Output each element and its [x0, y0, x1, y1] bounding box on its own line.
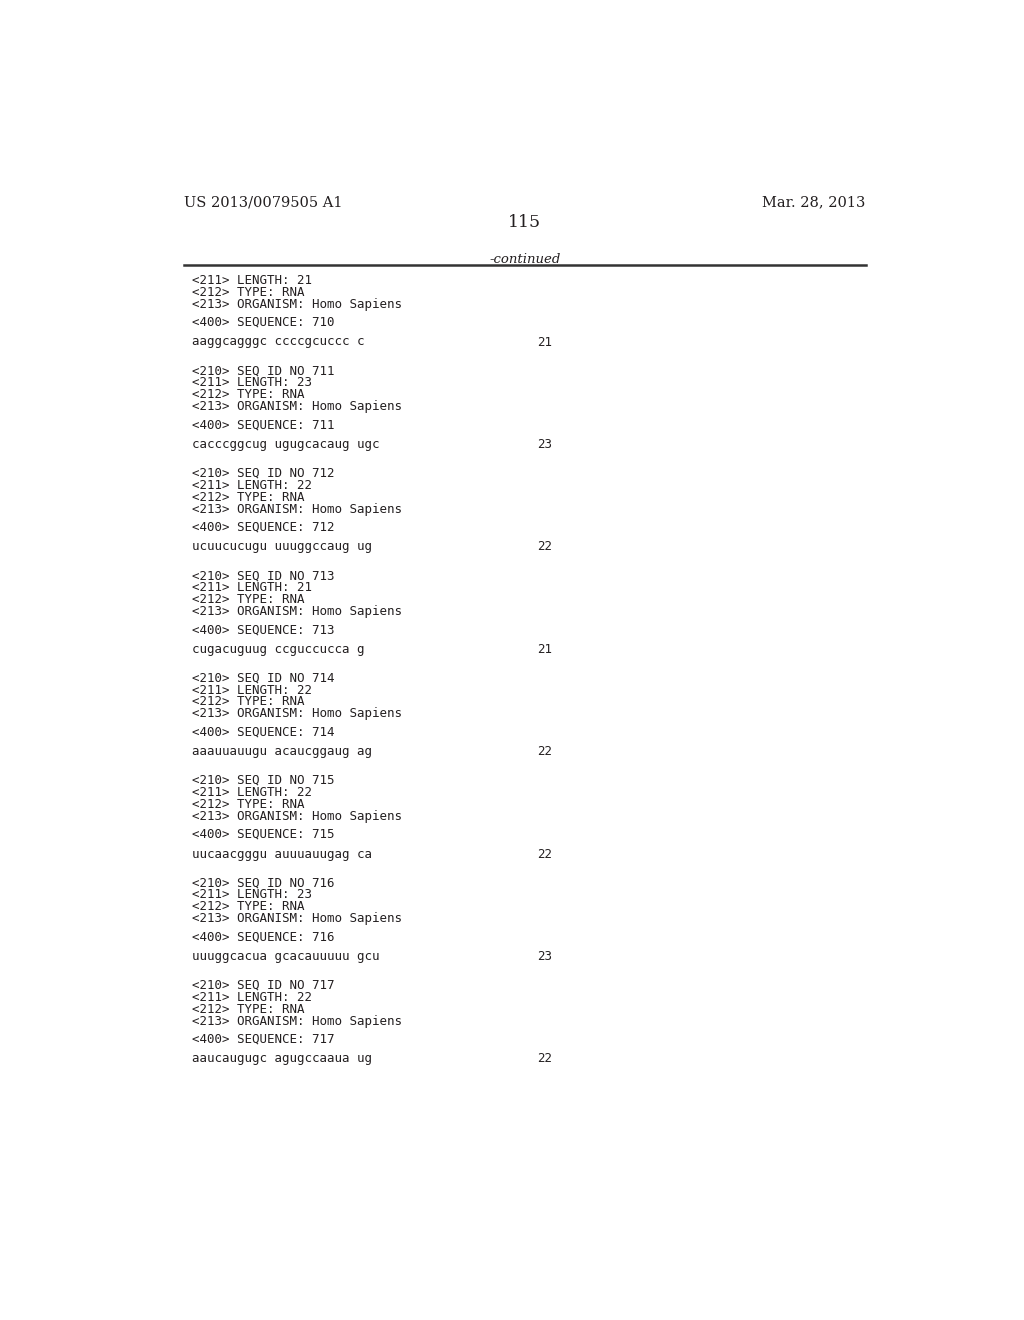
Text: <210> SEQ ID NO 715: <210> SEQ ID NO 715: [191, 774, 334, 787]
Text: <213> ORGANISM: Homo Sapiens: <213> ORGANISM: Homo Sapiens: [191, 708, 401, 721]
Text: cugacuguug ccguccucca g: cugacuguug ccguccucca g: [191, 643, 365, 656]
Text: aaggcagggc ccccgcuccc c: aaggcagggc ccccgcuccc c: [191, 335, 365, 348]
Text: <400> SEQUENCE: 712: <400> SEQUENCE: 712: [191, 520, 334, 533]
Text: <400> SEQUENCE: 711: <400> SEQUENCE: 711: [191, 418, 334, 432]
Text: <400> SEQUENCE: 710: <400> SEQUENCE: 710: [191, 315, 334, 329]
Text: <210> SEQ ID NO 716: <210> SEQ ID NO 716: [191, 876, 334, 890]
Text: <213> ORGANISM: Homo Sapiens: <213> ORGANISM: Homo Sapiens: [191, 1015, 401, 1028]
Text: <212> TYPE: RNA: <212> TYPE: RNA: [191, 1003, 304, 1015]
Text: <211> LENGTH: 22: <211> LENGTH: 22: [191, 785, 311, 799]
Text: uucaacgggu auuuauugag ca: uucaacgggu auuuauugag ca: [191, 847, 372, 861]
Text: 21: 21: [538, 335, 552, 348]
Text: <213> ORGANISM: Homo Sapiens: <213> ORGANISM: Homo Sapiens: [191, 400, 401, 413]
Text: <210> SEQ ID NO 711: <210> SEQ ID NO 711: [191, 364, 334, 378]
Text: aaucaugugc agugccaaua ug: aaucaugugc agugccaaua ug: [191, 1052, 372, 1065]
Text: ucuucucugu uuuggccaug ug: ucuucucugu uuuggccaug ug: [191, 540, 372, 553]
Text: 23: 23: [538, 438, 552, 451]
Text: 22: 22: [538, 540, 552, 553]
Text: 22: 22: [538, 744, 552, 758]
Text: <210> SEQ ID NO 713: <210> SEQ ID NO 713: [191, 569, 334, 582]
Text: <212> TYPE: RNA: <212> TYPE: RNA: [191, 696, 304, 709]
Text: 21: 21: [538, 643, 552, 656]
Text: <212> TYPE: RNA: <212> TYPE: RNA: [191, 388, 304, 401]
Text: cacccggcug ugugcacaug ugc: cacccggcug ugugcacaug ugc: [191, 438, 379, 451]
Text: <211> LENGTH: 23: <211> LENGTH: 23: [191, 888, 311, 902]
Text: Mar. 28, 2013: Mar. 28, 2013: [763, 195, 866, 210]
Text: <210> SEQ ID NO 714: <210> SEQ ID NO 714: [191, 672, 334, 685]
Text: US 2013/0079505 A1: US 2013/0079505 A1: [183, 195, 342, 210]
Text: <400> SEQUENCE: 714: <400> SEQUENCE: 714: [191, 726, 334, 738]
Text: <211> LENGTH: 21: <211> LENGTH: 21: [191, 275, 311, 286]
Text: aaauuauugu acaucggaug ag: aaauuauugu acaucggaug ag: [191, 744, 372, 758]
Text: <213> ORGANISM: Homo Sapiens: <213> ORGANISM: Homo Sapiens: [191, 810, 401, 822]
Text: <212> TYPE: RNA: <212> TYPE: RNA: [191, 797, 304, 810]
Text: 23: 23: [538, 950, 552, 964]
Text: 22: 22: [538, 847, 552, 861]
Text: <400> SEQUENCE: 713: <400> SEQUENCE: 713: [191, 623, 334, 636]
Text: 115: 115: [508, 214, 542, 231]
Text: <213> ORGANISM: Homo Sapiens: <213> ORGANISM: Homo Sapiens: [191, 605, 401, 618]
Text: <212> TYPE: RNA: <212> TYPE: RNA: [191, 900, 304, 913]
Text: <213> ORGANISM: Homo Sapiens: <213> ORGANISM: Homo Sapiens: [191, 912, 401, 925]
Text: <211> LENGTH: 22: <211> LENGTH: 22: [191, 479, 311, 492]
Text: <400> SEQUENCE: 717: <400> SEQUENCE: 717: [191, 1032, 334, 1045]
Text: <211> LENGTH: 22: <211> LENGTH: 22: [191, 684, 311, 697]
Text: <212> TYPE: RNA: <212> TYPE: RNA: [191, 286, 304, 298]
Text: <400> SEQUENCE: 716: <400> SEQUENCE: 716: [191, 931, 334, 944]
Text: <213> ORGANISM: Homo Sapiens: <213> ORGANISM: Homo Sapiens: [191, 503, 401, 516]
Text: -continued: -continued: [489, 253, 560, 267]
Text: <211> LENGTH: 23: <211> LENGTH: 23: [191, 376, 311, 389]
Text: <213> ORGANISM: Homo Sapiens: <213> ORGANISM: Homo Sapiens: [191, 298, 401, 310]
Text: <211> LENGTH: 21: <211> LENGTH: 21: [191, 581, 311, 594]
Text: <212> TYPE: RNA: <212> TYPE: RNA: [191, 593, 304, 606]
Text: <210> SEQ ID NO 717: <210> SEQ ID NO 717: [191, 979, 334, 991]
Text: <400> SEQUENCE: 715: <400> SEQUENCE: 715: [191, 828, 334, 841]
Text: 22: 22: [538, 1052, 552, 1065]
Text: <210> SEQ ID NO 712: <210> SEQ ID NO 712: [191, 467, 334, 479]
Text: uuuggcacua gcacauuuuu gcu: uuuggcacua gcacauuuuu gcu: [191, 950, 379, 964]
Text: <211> LENGTH: 22: <211> LENGTH: 22: [191, 991, 311, 1003]
Text: <212> TYPE: RNA: <212> TYPE: RNA: [191, 491, 304, 504]
